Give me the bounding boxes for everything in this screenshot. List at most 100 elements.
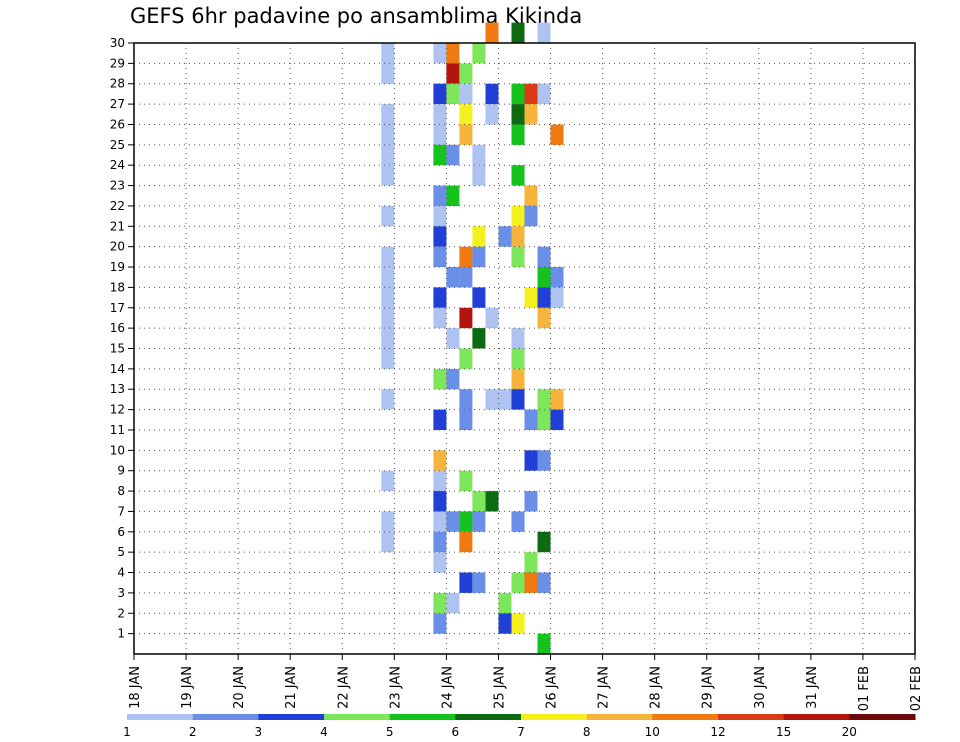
x-tick-label: 18 JAN: [128, 666, 143, 709]
colorbar-swatch: [718, 714, 785, 720]
heatmap-cell: [472, 511, 486, 532]
heatmap-cell: [433, 368, 447, 390]
x-tick-label: 24 JAN: [440, 666, 455, 709]
heatmap-cell: [511, 368, 525, 390]
x-tick-label: 28 JAN: [649, 666, 664, 709]
heatmap-cell: [537, 450, 551, 471]
chart-title: GEFS 6hr padavine po ansamblima Kikinda: [130, 4, 583, 28]
y-axis: 1234567891011121314151617181920212223242…: [110, 36, 134, 641]
heatmap-cell: [550, 409, 564, 430]
y-tick-label: 26: [110, 117, 125, 131]
heatmap-cell: [524, 205, 538, 227]
heatmap-cell: [472, 43, 486, 64]
heatmap-cell: [550, 267, 564, 288]
y-tick-label: 3: [117, 586, 125, 600]
heatmap-cell: [511, 165, 525, 186]
colorbar-swatch: [258, 714, 325, 720]
heatmap-cell: [433, 287, 447, 308]
y-tick-label: 21: [110, 219, 125, 233]
heatmap-cell: [446, 43, 460, 64]
heatmap-cell: [446, 83, 460, 105]
colorbar-label: 20: [842, 725, 857, 739]
colorbar-swatch: [849, 714, 916, 720]
heatmap-cell: [446, 144, 460, 166]
y-tick-label: 13: [110, 382, 125, 396]
heatmap-cell: [381, 531, 395, 553]
x-tick-label: 31 JAN: [805, 666, 820, 709]
y-tick-label: 2: [117, 606, 125, 620]
heatmap-cell: [433, 83, 447, 105]
heatmap-cell: [446, 185, 460, 206]
heatmap-cell: [459, 348, 473, 369]
heatmap-cell: [537, 409, 551, 430]
heatmap-cell: [459, 124, 473, 145]
heatmap-cell: [472, 226, 486, 247]
heatmap-cell: [433, 104, 447, 125]
heatmap-cell: [511, 348, 525, 369]
heatmap-cell: [381, 328, 395, 349]
heatmap-cell: [381, 165, 395, 186]
y-tick-label: 4: [117, 566, 125, 580]
heatmap-cell: [498, 226, 512, 247]
colorbar-label: 15: [776, 725, 791, 739]
heatmap-cell: [524, 104, 538, 125]
colorbar: 1 2 3 4 5 6 7 8 10 12 15 20: [123, 714, 916, 739]
heatmap-cell: [433, 226, 447, 247]
y-tick-label: 25: [110, 138, 125, 152]
colorbar-swatch: [127, 714, 194, 720]
heatmap-cell: [459, 246, 473, 268]
heatmap-cell: [459, 104, 473, 125]
heatmap-cell: [433, 450, 447, 471]
heatmap-cell: [459, 511, 473, 532]
heatmap-cell: [511, 613, 525, 634]
heatmap-cell: [550, 124, 564, 145]
heatmap-cell: [498, 613, 512, 634]
colorbar-swatch: [324, 714, 391, 720]
heatmap-cell: [433, 43, 447, 64]
heatmap-cell: [511, 124, 525, 145]
heatmap-cell: [433, 592, 447, 614]
heatmap-cell: [446, 63, 460, 84]
x-tick-label: 30 JAN: [753, 666, 768, 709]
heatmap-cell: [550, 389, 564, 410]
grid-lines: [134, 43, 915, 654]
heatmap-cell: [446, 328, 460, 349]
x-tick-label: 27 JAN: [597, 666, 612, 709]
heatmap-cell: [524, 83, 538, 105]
heatmap-cell: [381, 104, 395, 125]
x-tick-label: 25 JAN: [492, 666, 507, 709]
colorbar-label: 7: [517, 725, 525, 739]
heatmap-cell: [433, 185, 447, 206]
heatmap-cell: [472, 165, 486, 186]
y-tick-label: 6: [117, 525, 125, 539]
colorbar-swatch: [586, 714, 653, 720]
heatmap-cell: [381, 63, 395, 84]
heatmap-cell: [381, 389, 395, 410]
y-tick-label: 1: [117, 627, 125, 641]
y-tick-label: 15: [110, 342, 125, 356]
heatmap-cell: [511, 246, 525, 268]
heatmap-cell: [537, 246, 551, 268]
heatmap-cell: [537, 633, 551, 654]
heatmap-cell: [433, 205, 447, 227]
x-tick-label: 20 JAN: [232, 666, 247, 709]
x-tick-label: 23 JAN: [388, 666, 403, 709]
heatmap-cell: [472, 328, 486, 349]
heatmap-cell: [472, 246, 486, 268]
heatmap-cell: [446, 368, 460, 390]
heatmap-cell: [537, 572, 551, 593]
colorbar-label: 6: [451, 725, 459, 739]
heatmap-cell: [381, 307, 395, 329]
y-tick-label: 23: [110, 179, 125, 193]
colorbar-label: 1: [123, 725, 131, 739]
colorbar-label: 2: [189, 725, 197, 739]
y-tick-label: 29: [110, 56, 125, 70]
heatmap-cell: [472, 491, 486, 512]
heatmap-cell: [511, 83, 525, 105]
colorbar-label: 12: [710, 725, 725, 739]
colorbar-swatch: [192, 714, 259, 720]
colorbar-swatch: [521, 714, 588, 720]
heatmap-cell: [472, 572, 486, 593]
heatmap-cell: [459, 470, 473, 492]
